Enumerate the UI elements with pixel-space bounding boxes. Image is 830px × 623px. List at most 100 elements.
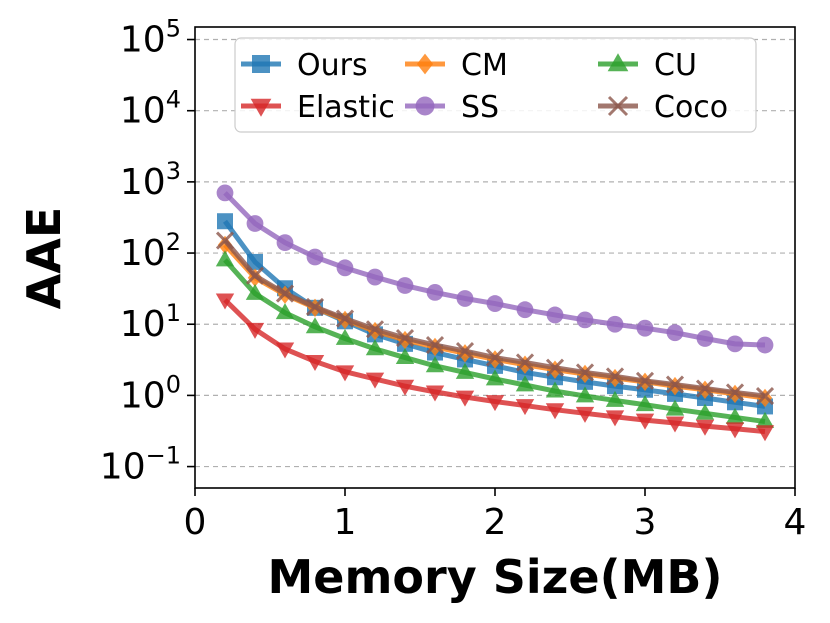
legend-marker (252, 55, 270, 73)
data-point (455, 341, 475, 361)
data-point (215, 250, 235, 267)
data-point (365, 339, 385, 356)
data-point (305, 355, 325, 372)
data-point (546, 306, 564, 324)
data-point (635, 371, 655, 390)
series-elastic (215, 293, 775, 442)
data-point (695, 419, 715, 436)
data-point (485, 369, 505, 386)
data-point (335, 328, 355, 345)
data-point (245, 322, 265, 339)
data-point (305, 317, 325, 334)
legend-item-elastic: Elastic (241, 90, 395, 125)
data-point (695, 403, 715, 420)
data-point (335, 365, 355, 382)
data-point (455, 362, 475, 379)
y-tick-label: 101 (120, 299, 181, 345)
data-point (275, 284, 295, 303)
data-point (215, 293, 235, 310)
data-point (696, 330, 714, 347)
data-point (305, 297, 325, 316)
data-point (275, 303, 295, 320)
data-point (755, 386, 775, 406)
data-point (425, 335, 445, 355)
y-tick-label: 102 (120, 228, 181, 274)
series-cu (215, 250, 775, 428)
data-point (366, 268, 384, 286)
data-point (725, 383, 745, 402)
data-point (605, 410, 625, 427)
data-point (336, 259, 354, 277)
data-point (665, 416, 685, 433)
data-point (306, 248, 324, 266)
data-point (545, 381, 565, 398)
data-point (245, 266, 265, 285)
data-point (635, 395, 655, 412)
data-point (575, 406, 595, 423)
data-point (575, 363, 595, 382)
data-point (216, 184, 234, 202)
data-point (275, 342, 295, 359)
x-tick-label: 3 (634, 502, 657, 543)
x-tick-label: 2 (484, 502, 507, 543)
data-point (217, 213, 233, 230)
series-lines (215, 184, 775, 442)
data-point (276, 234, 294, 252)
legend-item-cm: CM (405, 48, 508, 83)
data-point (755, 425, 775, 442)
data-point (695, 379, 715, 398)
data-point (335, 309, 355, 328)
data-point (425, 356, 445, 373)
data-point (515, 399, 535, 416)
data-point (455, 390, 475, 407)
x-axis: 0 1 2 3 4 (184, 488, 807, 543)
y-tick-label: 100 (120, 370, 181, 416)
legend-marker (607, 53, 629, 72)
y-tick-label: 103 (120, 157, 181, 203)
y-axis-title: AAE (17, 207, 71, 310)
data-point (635, 413, 655, 430)
data-point (575, 386, 595, 403)
data-point (545, 403, 565, 420)
data-point (485, 395, 505, 412)
series-coco (215, 231, 775, 406)
x-tick-label: 4 (784, 502, 807, 543)
x-axis-title: Memory Size(MB) (268, 550, 723, 604)
data-point (246, 215, 264, 232)
data-point (606, 315, 624, 333)
legend-marker (415, 96, 435, 116)
legend-item-coco: Coco (598, 90, 728, 125)
legend-marker (607, 95, 629, 117)
legend: Ours CM CU Elastic SS Coco (234, 37, 757, 133)
legend-marker (250, 98, 272, 117)
data-point (426, 284, 444, 301)
x-tick-label: 1 (334, 502, 357, 543)
data-point (395, 379, 415, 396)
legend-item-ss: SS (405, 90, 499, 125)
data-point (515, 375, 535, 392)
legend-label: Ours (297, 48, 368, 83)
data-point (755, 411, 775, 428)
x-tick-label: 0 (184, 502, 207, 543)
legend-label: CU (654, 48, 697, 83)
data-point (515, 353, 535, 372)
legend-label: Elastic (297, 90, 395, 125)
data-point (395, 347, 415, 364)
y-axis: 10−1 100 101 102 103 104 105 (100, 15, 195, 488)
data-point (395, 328, 415, 348)
data-point (545, 358, 565, 377)
legend-label: CM (461, 48, 508, 83)
series-ss (216, 184, 774, 354)
legend-item-cu: CU (598, 48, 697, 83)
data-point (245, 283, 265, 300)
data-point (665, 375, 685, 394)
y-tick-label: 10−1 (100, 442, 181, 488)
data-point (456, 290, 474, 307)
legend-label: Coco (654, 90, 728, 125)
data-point (636, 319, 654, 337)
data-point (247, 253, 263, 270)
y-tick-label: 104 (120, 86, 181, 132)
legend-marker (416, 53, 434, 75)
data-point (576, 311, 594, 329)
